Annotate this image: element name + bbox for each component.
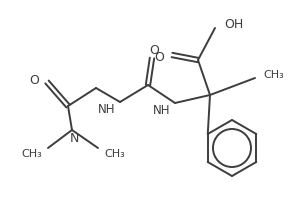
Text: O: O — [154, 51, 164, 64]
Text: CH₃: CH₃ — [104, 149, 125, 159]
Text: O: O — [149, 43, 159, 56]
Text: OH: OH — [224, 18, 243, 31]
Text: NH: NH — [98, 103, 115, 116]
Text: CH₃: CH₃ — [21, 149, 42, 159]
Text: O: O — [29, 73, 39, 86]
Text: N: N — [69, 131, 79, 144]
Text: CH₃: CH₃ — [263, 70, 284, 80]
Text: NH: NH — [152, 104, 170, 116]
